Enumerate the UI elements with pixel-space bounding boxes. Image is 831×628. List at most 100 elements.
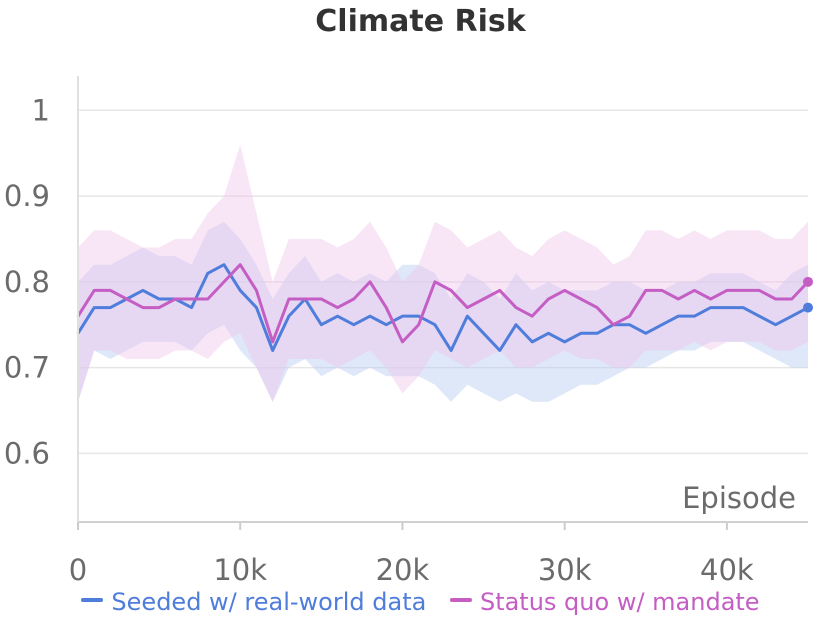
point-series-0	[677, 314, 680, 318]
point-series-0	[320, 323, 323, 326]
point-series-0	[255, 306, 258, 309]
legend-label-seeded: Seeded w/ real-world data	[111, 588, 427, 616]
point-series-0	[368, 314, 372, 318]
point-series-1	[709, 297, 712, 301]
band-series-0	[78, 221, 808, 402]
line-series-0	[76, 263, 809, 352]
point-series-0	[514, 323, 518, 326]
point-series-1	[401, 340, 404, 344]
y-tick-label: 1	[32, 93, 50, 127]
point-series-1	[628, 314, 631, 318]
point-series-1	[579, 297, 583, 301]
point-series-0	[239, 289, 242, 292]
y-tick-label: 0.8	[4, 265, 50, 299]
point-series-1	[433, 280, 437, 284]
line-series-1	[76, 263, 810, 344]
point-series-0	[563, 340, 566, 344]
point-series-0	[774, 323, 777, 326]
point-series-1	[255, 289, 258, 292]
point-series-0	[401, 314, 404, 318]
legend: Seeded w/ real-world data Status quo w/ …	[0, 588, 831, 616]
point-series-1	[417, 323, 420, 326]
x-axis-label: Episode	[682, 481, 796, 515]
point-series-1	[514, 306, 518, 309]
point-series-1	[660, 289, 664, 292]
point-series-0	[498, 349, 501, 352]
point-series-1	[93, 289, 96, 292]
point-series-1	[774, 297, 777, 301]
grid-lines	[78, 109, 808, 455]
end-dot-series-1	[803, 276, 813, 287]
point-series-1	[693, 289, 696, 292]
legend-swatch-status-quo	[449, 598, 472, 602]
point-series-0	[449, 349, 453, 352]
point-series-1	[157, 306, 161, 309]
x-tick-label: 20k	[376, 553, 430, 587]
point-series-0	[352, 323, 355, 326]
point-series-0	[466, 314, 469, 318]
point-series-1	[758, 289, 761, 292]
point-series-0	[547, 332, 550, 335]
point-series-0	[531, 340, 534, 344]
point-series-0	[693, 314, 696, 318]
point-series-1	[222, 280, 226, 284]
confidence-bands	[78, 144, 808, 402]
point-series-0	[644, 332, 647, 335]
point-series-1	[741, 289, 745, 292]
band-series-1	[78, 144, 808, 402]
legend-swatch-seeded	[81, 598, 104, 602]
point-series-0	[758, 314, 761, 318]
point-series-0	[628, 323, 631, 326]
point-series-0	[93, 306, 96, 309]
point-series-0	[336, 314, 339, 318]
point-series-1	[466, 306, 469, 309]
point-series-0	[725, 306, 729, 309]
x-tick-label: 40k	[700, 553, 754, 587]
tick-labels: 0.6 0.7 0.8 0.9 1 0 10k 20k 30k 40k	[4, 93, 754, 587]
x-tick-label: 30k	[538, 553, 592, 587]
legend-item-seeded[interactable]: Seeded w/ real-world data	[81, 588, 426, 616]
point-series-0	[741, 306, 745, 309]
y-tick-label: 0.6	[4, 436, 50, 470]
point-series-1	[287, 297, 291, 301]
legend-item-status-quo[interactable]: Status quo w/ mandate	[449, 588, 760, 616]
point-series-0	[190, 306, 193, 309]
point-series-0	[157, 297, 161, 301]
point-series-1	[271, 340, 274, 344]
point-series-0	[709, 306, 712, 309]
point-series-0	[660, 323, 664, 326]
point-series-0	[271, 349, 274, 352]
point-series-1	[482, 297, 485, 301]
y-tick-label: 0.7	[4, 351, 50, 385]
series-lines	[76, 263, 813, 352]
chart-title: Climate Risk	[315, 4, 526, 39]
point-series-1	[385, 306, 388, 309]
point-series-1	[141, 306, 145, 309]
point-series-0	[790, 314, 793, 318]
point-series-1	[449, 289, 453, 292]
point-series-1	[352, 297, 355, 301]
x-tick-label: 10k	[213, 553, 267, 587]
x-tick-label: 0	[69, 553, 87, 587]
point-series-0	[141, 289, 145, 292]
point-series-1	[239, 263, 242, 266]
point-series-0	[482, 332, 485, 335]
point-series-1	[725, 289, 729, 292]
point-series-0	[417, 314, 420, 318]
point-series-1	[531, 314, 534, 318]
point-series-0	[109, 306, 112, 309]
point-series-1	[109, 289, 112, 292]
axes	[77, 76, 808, 530]
point-series-0	[385, 323, 388, 326]
point-series-1	[677, 297, 680, 301]
point-series-0	[579, 332, 583, 335]
point-series-0	[222, 263, 226, 266]
point-series-1	[174, 297, 177, 301]
point-series-1	[547, 297, 550, 301]
point-series-1	[320, 297, 323, 301]
point-series-1	[303, 297, 307, 301]
point-series-1	[206, 297, 209, 301]
point-series-1	[125, 297, 128, 301]
point-series-1	[368, 280, 372, 284]
